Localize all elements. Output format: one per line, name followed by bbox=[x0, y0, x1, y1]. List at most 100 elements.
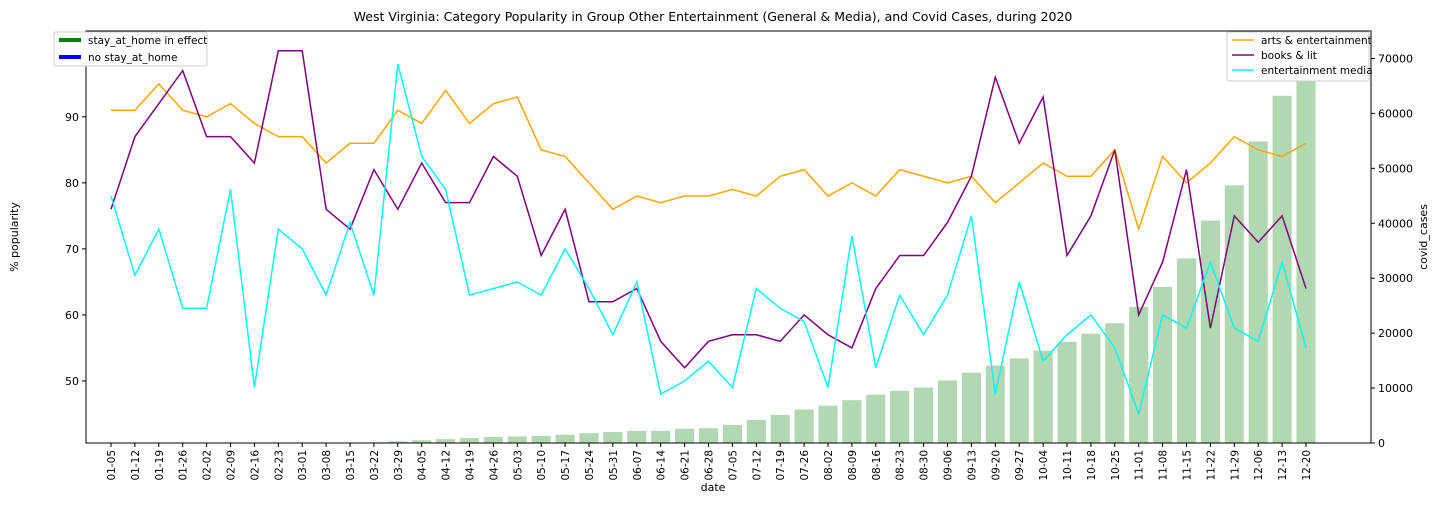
covid-bar bbox=[1009, 358, 1029, 443]
x-tick-label: 10-25 bbox=[1110, 450, 1122, 481]
y-tick-label-left: 70 bbox=[65, 243, 79, 256]
legend-right-box bbox=[1226, 31, 1370, 82]
covid-bar bbox=[1105, 323, 1125, 443]
x-tick-label: 10-04 bbox=[1038, 450, 1050, 481]
x-tick-label: 05-24 bbox=[584, 450, 596, 481]
y-tick-label-right: 20000 bbox=[1378, 327, 1413, 340]
covid-bars bbox=[364, 45, 1316, 444]
y-tick-label-left: 50 bbox=[65, 375, 79, 388]
chart-title: West Virginia: Category Popularity in Gr… bbox=[354, 9, 1073, 24]
series-line-books-lit bbox=[110, 50, 1307, 369]
covid-bar bbox=[842, 400, 862, 443]
legend-left: stay_at_home in effect no stay_at_home bbox=[53, 31, 208, 67]
covid-bar bbox=[459, 438, 480, 443]
covid-bar bbox=[675, 428, 695, 443]
x-tick-label: 12-20 bbox=[1301, 450, 1313, 481]
x-tick-label: 04-26 bbox=[488, 450, 500, 481]
x-tick-label: 09-27 bbox=[1014, 450, 1026, 481]
x-tick-label: 04-12 bbox=[441, 450, 453, 481]
covid-bar bbox=[698, 428, 719, 443]
covid-bar bbox=[1153, 286, 1173, 443]
x-tick-label: 02-16 bbox=[249, 450, 261, 481]
covid-bar bbox=[1129, 306, 1149, 443]
covid-bar bbox=[890, 390, 910, 443]
x-tick-label: 01-05 bbox=[106, 450, 118, 481]
x-tick-label: 11-22 bbox=[1205, 450, 1217, 481]
x-tick-label: 12-13 bbox=[1277, 450, 1289, 481]
covid-bar bbox=[985, 365, 1005, 443]
x-tick-label: 10-18 bbox=[1086, 450, 1098, 481]
covid-bar bbox=[914, 387, 934, 443]
series-line-entertainment-media bbox=[110, 63, 1307, 417]
x-axis-label: date bbox=[701, 481, 726, 494]
x-tick-label: 07-12 bbox=[751, 450, 763, 481]
covid-bar bbox=[507, 436, 527, 443]
x-tick-label: 09-13 bbox=[966, 450, 978, 481]
covid-bar bbox=[937, 380, 958, 443]
x-tick-label: 05-17 bbox=[560, 450, 572, 481]
covid-bar bbox=[651, 430, 671, 443]
legend-label-arts: arts & entertainment bbox=[1261, 35, 1372, 47]
legend-label-stay-at-home: stay_at_home in effect bbox=[88, 35, 207, 47]
x-tick-label: 02-09 bbox=[226, 450, 238, 481]
x-tick-label: 01-12 bbox=[130, 450, 142, 481]
series-line-arts-entertainment bbox=[111, 82, 1307, 232]
legend-label-no-stay-at-home: no stay_at_home bbox=[88, 52, 177, 64]
x-tick-label: 11-15 bbox=[1182, 450, 1194, 481]
y-axis-right: 0 10000 20000 30000 40000 50000 60000 70000 bbox=[1371, 52, 1413, 450]
x-tick-label: 02-23 bbox=[273, 450, 285, 481]
y-tick-label-right: 10000 bbox=[1378, 382, 1413, 395]
covid-bar bbox=[412, 440, 432, 443]
x-tick-label: 08-16 bbox=[871, 450, 883, 481]
x-tick-label: 08-02 bbox=[823, 450, 835, 481]
covid-bar bbox=[603, 432, 623, 443]
covid-bar bbox=[1272, 95, 1292, 443]
legend-left-box bbox=[53, 31, 208, 67]
y-tick-label-right: 70000 bbox=[1378, 52, 1413, 65]
covid-bar bbox=[579, 433, 599, 443]
x-tick-label: 05-03 bbox=[512, 450, 524, 481]
covid-bar bbox=[746, 419, 766, 443]
x-tick-label: 05-10 bbox=[536, 450, 548, 481]
y-tick-label-right: 0 bbox=[1378, 437, 1385, 450]
covid-bar bbox=[1176, 258, 1197, 443]
x-tick-label: 09-06 bbox=[943, 450, 955, 481]
covid-bar bbox=[818, 405, 838, 443]
covid-bar bbox=[483, 436, 503, 443]
x-tick-label: 07-19 bbox=[775, 450, 787, 481]
x-tick-label: 10-11 bbox=[1062, 450, 1074, 481]
x-tick-label: 03-08 bbox=[321, 450, 333, 481]
x-tick-label: 08-23 bbox=[895, 450, 907, 481]
legend-label-media: entertainment media bbox=[1261, 65, 1373, 77]
covid-bar bbox=[1081, 333, 1101, 443]
y-tick-label-right: 30000 bbox=[1378, 272, 1413, 285]
covid-bar bbox=[1224, 185, 1244, 444]
y-tick-label-left: 60 bbox=[65, 309, 79, 322]
popularity-lines bbox=[110, 50, 1307, 417]
x-tick-label: 11-01 bbox=[1134, 450, 1146, 481]
x-tick-label: 06-21 bbox=[680, 450, 692, 481]
x-tick-label: 12-06 bbox=[1253, 450, 1265, 481]
covid-bar bbox=[555, 434, 575, 443]
covid-bar bbox=[531, 435, 551, 443]
x-tick-label: 07-05 bbox=[727, 450, 739, 481]
x-tick-label: 02-02 bbox=[202, 450, 214, 481]
x-tick-label: 11-08 bbox=[1158, 450, 1170, 481]
y-axis-label-right: covid_cases bbox=[1417, 204, 1430, 270]
covid-bar bbox=[770, 414, 790, 443]
covid-bar bbox=[1200, 220, 1220, 443]
x-tick-label: 01-19 bbox=[154, 450, 166, 481]
x-tick-label: 08-09 bbox=[847, 450, 859, 481]
covid-bar bbox=[1248, 141, 1268, 444]
x-tick-label: 03-01 bbox=[297, 450, 309, 481]
covid-bar bbox=[1057, 341, 1077, 443]
x-tick-label: 07-26 bbox=[799, 450, 811, 481]
covid-bar bbox=[436, 439, 456, 443]
x-tick-label: 03-22 bbox=[369, 450, 381, 481]
x-axis: 01-05 01-12 01-19 01-26 02-02 02-09 02-16 02-23… bbox=[106, 443, 1313, 481]
covid-bar bbox=[388, 441, 408, 443]
x-tick-label: 08-30 bbox=[919, 450, 931, 481]
x-tick-label: 04-05 bbox=[417, 450, 429, 481]
y-tick-label-right: 40000 bbox=[1378, 217, 1413, 230]
